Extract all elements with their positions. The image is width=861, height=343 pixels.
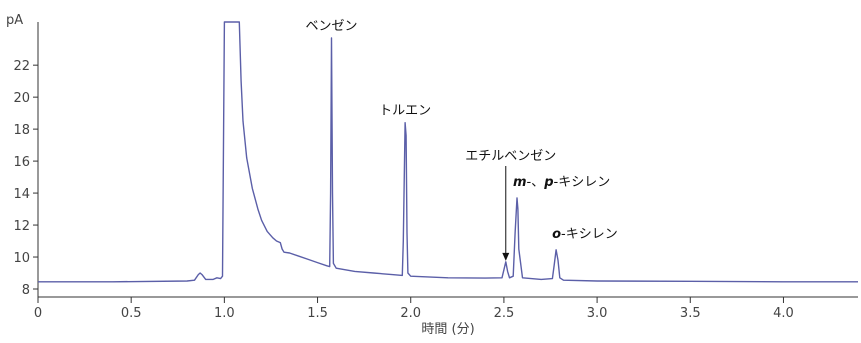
x-tick-label: 1.0 <box>214 306 235 321</box>
peak-arrow-head <box>502 252 510 261</box>
x-axis: 0 0.5 1.0 1.5 2.0 2.5 3.0 3.5 4.0 時間 (分) <box>34 296 858 337</box>
y-tick-label: 18 <box>13 123 30 138</box>
y-tick-label: 12 <box>13 219 30 234</box>
x-tick-label: 2.5 <box>494 306 515 321</box>
x-tick-label: 0 <box>34 306 42 321</box>
y-tick-label: 10 <box>13 251 30 266</box>
x-axis-title: 時間 (分) <box>421 322 474 337</box>
peak-label: o-キシレン <box>552 227 618 242</box>
y-axis: pA 8 10 12 14 16 18 20 22 <box>6 13 39 298</box>
y-ticks: 8 10 12 14 16 18 20 22 <box>13 59 38 298</box>
peak-label: トルエン <box>379 104 431 119</box>
chromatogram-trace <box>38 21 858 283</box>
x-tick-label: 3.5 <box>680 306 701 321</box>
x-tick-label: 0.5 <box>121 306 142 321</box>
peak-label: m-、p-キシレン <box>513 175 610 190</box>
peak-label: ベンゼン <box>306 19 358 34</box>
y-tick-label: 14 <box>13 187 30 202</box>
x-tick-label: 2.0 <box>400 306 421 321</box>
y-tick-label: 20 <box>13 91 30 106</box>
y-tick-label: 16 <box>13 155 30 170</box>
x-tick-label: 1.5 <box>307 306 328 321</box>
y-axis-title: pA <box>6 13 23 28</box>
y-tick-label: 8 <box>22 283 30 298</box>
x-tick-label: 4.0 <box>773 306 794 321</box>
x-tick-label: 3.0 <box>587 306 608 321</box>
peak-label: エチルベンゼン <box>465 149 556 164</box>
x-ticks: 0 0.5 1.0 1.5 2.0 2.5 3.0 3.5 4.0 <box>34 297 794 321</box>
y-tick-label: 22 <box>13 59 30 74</box>
